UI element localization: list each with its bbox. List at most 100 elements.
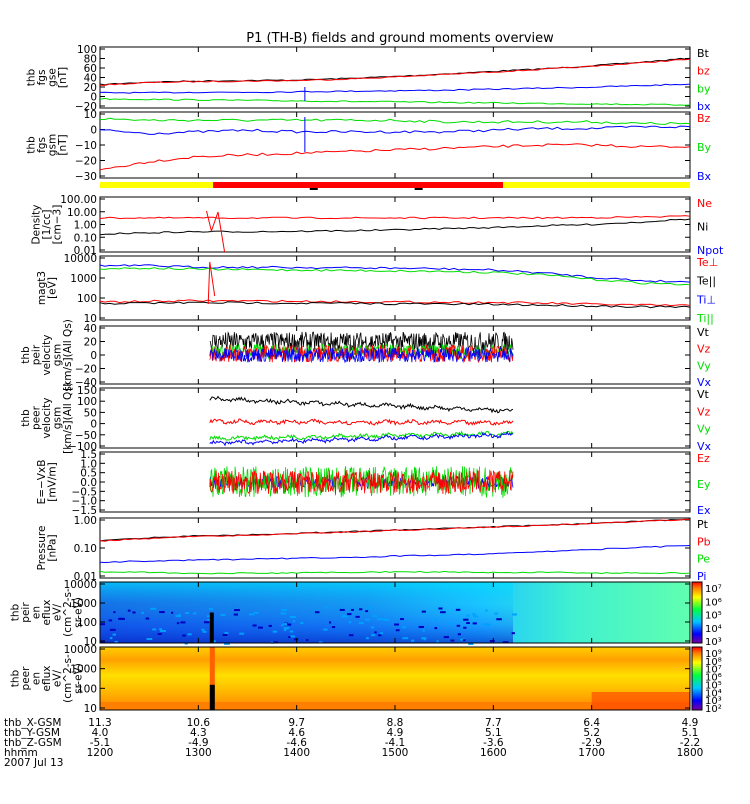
y-tick-label: 10 <box>84 703 97 715</box>
legend-bx: bx <box>697 100 711 113</box>
panel-efield: 1.51.00.50.0−0.5−1.0−1.5 E=−VxB[mV/m] Ez Ey… <box>36 449 711 517</box>
panel-peer-eflux <box>100 647 690 710</box>
colorbar-label: 10⁶ <box>705 597 722 608</box>
spectrogram-pixel <box>346 613 352 616</box>
spectrogram-pixel <box>132 611 136 614</box>
spectrogram-pixel <box>109 637 113 640</box>
spectrogram-pixel <box>141 611 144 614</box>
y-tick-label: 0 <box>90 419 97 431</box>
spectrogram-pixel <box>318 641 323 644</box>
y-tick-label: −100 <box>68 441 97 453</box>
y-axis-label-line: en <box>31 672 43 685</box>
colorbar-label: 10⁷ <box>705 584 722 595</box>
y-axis-label-line: Density <box>31 205 43 245</box>
spectrogram-pixel <box>233 609 240 612</box>
panel-peer-eflux: 10000100010010thbpeerenefluxeV/(cm^2-s-s… <box>10 644 691 715</box>
colorbar-label: 10⁵ <box>705 611 722 622</box>
ephemeris-value: 1400 <box>283 747 310 759</box>
y-axis-label-line: [nPa] <box>46 534 58 561</box>
spectrogram-pixel <box>100 623 106 626</box>
y-tick-label: 100.00 <box>60 194 97 206</box>
spectrogram-pixel <box>281 609 287 612</box>
legend-Vx: Vx <box>697 376 712 389</box>
legend-Te⊥: Te⊥ <box>696 256 718 269</box>
colorbar <box>691 581 703 644</box>
y-axis-label-line: [nT] <box>57 134 69 155</box>
spectrogram-pixel <box>212 640 216 643</box>
series-Ti⊥ <box>99 264 691 283</box>
spectrogram-pixel <box>348 621 352 624</box>
spectrogram-pixel <box>372 614 378 617</box>
ephemeris-value: 9.7 <box>288 717 305 729</box>
spectrogram-pixel <box>379 632 383 635</box>
y-axis-label-line: fgs <box>36 70 48 86</box>
legend-Bt: Bt <box>697 47 710 60</box>
ephemeris-value: -5.1 <box>90 737 111 749</box>
y-axis-label-line: eflux <box>41 666 53 692</box>
y-axis-label-line: eflux <box>41 600 53 626</box>
ephemeris-value: 1300 <box>185 747 212 759</box>
spectrogram-pixel <box>440 611 446 614</box>
ephemeris-value: -2.9 <box>581 737 602 749</box>
ephemeris-row-label: thb_Z-GSM <box>4 737 62 749</box>
figure-title: P1 (TH-B) fields and ground moments over… <box>246 31 554 46</box>
spectrogram-pixel <box>150 607 157 610</box>
spectrogram-pixel <box>438 607 443 610</box>
mode-bar-fast <box>213 182 504 188</box>
spectrogram-pixel <box>180 621 186 624</box>
spectrogram-pixel <box>287 623 292 626</box>
legend-Ez: Ez <box>697 452 710 465</box>
y-tick-label: −40 <box>75 377 97 389</box>
y-axis-label-line: [km/s](All Qs) <box>62 319 74 391</box>
y-axis-label-line: thb <box>25 136 37 154</box>
spectrogram-pixel <box>193 612 197 615</box>
spectrogram-pixel <box>127 609 131 612</box>
spectrogram-pixel <box>249 613 255 616</box>
y-axis-label-line: gsm <box>52 344 64 366</box>
y-axis-label-line: (cm^2-s- <box>62 588 74 637</box>
spectrogram-pixel <box>233 613 238 616</box>
series-Vz <box>209 418 514 427</box>
y-axis-label-line: peir <box>31 344 43 365</box>
mode-bar-tick <box>414 188 423 190</box>
series-Ne <box>99 215 691 220</box>
legend-Ti||: Ti|| <box>696 312 714 325</box>
series-Bz <box>100 117 691 125</box>
ephemeris-value: -4.6 <box>286 737 307 749</box>
panel-temp: 10000 1000 100 10 magt3[eV] Te⊥ Te|| Ti⊥ Ti|| <box>36 253 718 325</box>
y-tick-label: 150 <box>77 385 97 397</box>
y-axis-label-line: eV/ <box>52 669 64 687</box>
spectrogram-pixel <box>511 632 515 635</box>
y-tick-label: −20 <box>75 364 97 376</box>
colorbar-label: 10⁸ <box>705 657 722 668</box>
panel-peir-eflux <box>100 582 690 645</box>
y-axis-label-line: gse <box>46 68 58 87</box>
spectrogram-pixel <box>395 629 400 632</box>
colorbar-peir-eflux: 10⁷ 10⁶ 10⁵ 10⁴ 10³ <box>691 581 722 648</box>
legend-Vy: Vy <box>697 423 711 436</box>
spectrogram-pixel <box>378 634 382 637</box>
y-axis-label-line: sr-eV) <box>73 663 85 694</box>
y-tick-label: 40 <box>84 323 97 335</box>
spectrogram-pixel <box>370 626 375 629</box>
ephemeris-value: 4.9 <box>387 727 404 739</box>
panel-peer-velocity: 150100500−50−100thbpeervelocitygsm[km/s]… <box>20 382 712 454</box>
ephemeris-value: 10.6 <box>187 717 211 729</box>
spectrogram-pixel <box>283 623 288 626</box>
series-Pb <box>99 518 691 542</box>
y-axis-label-line: gsm <box>52 407 64 429</box>
spectrogram-pixel <box>496 618 502 621</box>
panel-frame <box>99 325 691 385</box>
mode-bar <box>100 182 690 190</box>
legend-Ex: Ex <box>697 504 711 517</box>
series-by <box>99 83 691 94</box>
spectrogram-pixel <box>324 606 328 609</box>
series-By <box>99 125 691 135</box>
ephemeris-value: 4.9 <box>682 717 699 729</box>
ephemeris-value: 5.1 <box>485 727 502 739</box>
spectrogram-pixel <box>300 622 304 625</box>
spectrogram-pixel <box>460 638 466 641</box>
